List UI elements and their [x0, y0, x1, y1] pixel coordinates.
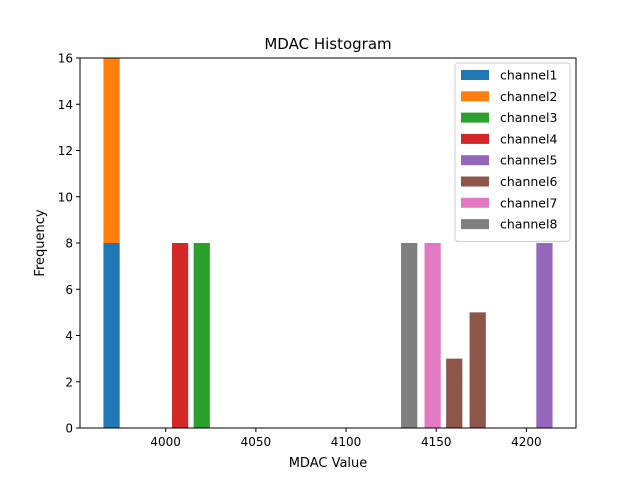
channel1-legend-swatch	[461, 70, 489, 80]
channel4-legend-swatch	[461, 133, 489, 144]
channel7-legend-swatch	[461, 197, 489, 208]
y-tick-label-12: 12	[58, 144, 73, 158]
channel7-legend-label: channel7	[500, 195, 557, 210]
y-axis-ticks: 0 2 4 6 8 10 12 14 16	[58, 52, 80, 436]
x-axis-ticks: 4000 4050 4100 4150 4200	[150, 428, 542, 449]
channel6-legend-label: channel6	[500, 174, 557, 189]
y-tick-label-16: 16	[58, 52, 73, 66]
y-tick-label-14: 14	[58, 98, 73, 112]
channel5-legend-label: channel5	[500, 153, 557, 168]
channel3-legend-label: channel3	[500, 110, 557, 125]
x-tick-label-4000: 4000	[150, 435, 181, 449]
channel1-legend-label: channel1	[500, 68, 557, 83]
legend-box	[454, 62, 571, 242]
channel3-bar-1	[193, 243, 210, 428]
y-tick-label-6: 6	[65, 283, 73, 297]
channel1-bar-1	[103, 243, 120, 428]
channel8-legend-label: channel8	[500, 217, 557, 232]
y-tick-label-10: 10	[58, 190, 73, 204]
channel2-legend-swatch	[461, 91, 489, 102]
channel6-bar-2	[469, 312, 486, 428]
y-tick-label-2: 2	[65, 375, 73, 389]
channel7-bar-1	[424, 243, 441, 428]
x-axis-label: MDAC Value	[289, 456, 368, 471]
channel4-bar-1	[171, 243, 189, 428]
channel8-bar-1	[401, 243, 418, 428]
channel2-legend-label: channel2	[500, 89, 557, 104]
channel6-legend-swatch	[461, 176, 489, 187]
channel8-legend-swatch	[461, 219, 489, 230]
channel3-legend-swatch	[461, 112, 489, 123]
y-tick-label-4: 4	[65, 329, 73, 343]
chart-title: MDAC Histogram	[264, 35, 391, 53]
channel5-bar-1	[536, 243, 553, 428]
bars-group	[103, 58, 553, 428]
channel4-legend-label: channel4	[500, 131, 557, 146]
legend: channel1 channel2 channel3 channel4 channel5…	[454, 62, 571, 242]
x-tick-label-4200: 4200	[511, 435, 542, 449]
channel2-bar-1	[103, 58, 120, 243]
y-tick-label-8: 8	[65, 237, 73, 251]
x-tick-label-4100: 4100	[331, 435, 362, 449]
y-axis-label: Frequency	[33, 209, 48, 276]
x-tick-label-4050: 4050	[241, 435, 272, 449]
x-tick-label-4150: 4150	[421, 435, 452, 449]
plot-frame	[79, 57, 577, 429]
y-tick-label-0: 0	[65, 422, 73, 436]
channel6-bar-1	[446, 358, 463, 428]
channel5-legend-swatch	[461, 155, 489, 166]
